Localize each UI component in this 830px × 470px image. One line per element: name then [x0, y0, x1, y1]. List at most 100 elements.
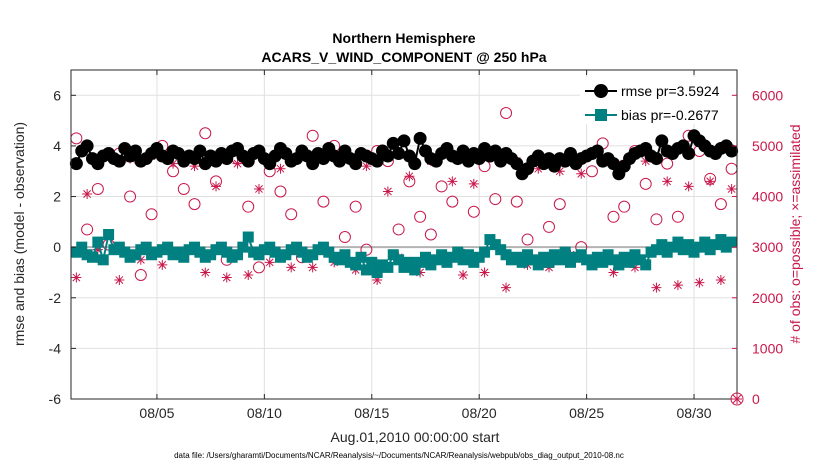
obs-assimilated-point-1 [82, 189, 93, 200]
obs-assimilated-point-38 [479, 267, 490, 278]
rmse-point-114 [682, 147, 696, 161]
obs-assimilated-point-18 [264, 257, 275, 268]
obs-assimilated-point-16 [243, 269, 254, 280]
y-left-axis-label: rmse and bias (model - observation) [11, 122, 27, 346]
y-left-tick-label-4: 2 [53, 189, 61, 205]
legend-rmse-marker [594, 84, 608, 98]
plot-area [71, 70, 737, 399]
obs-assimilated-point-27 [361, 161, 372, 172]
obs-assimilated-point-37 [468, 178, 479, 189]
bias-point-91 [559, 246, 571, 258]
obs-assimilated-point-36 [458, 269, 469, 280]
bias-point-31 [237, 241, 249, 253]
zero-count-asterisk [732, 394, 742, 404]
obs-possible-point-48 [585, 165, 598, 178]
zero-count-circle [730, 392, 744, 406]
chart-title-line2: ACARS_V_WIND_COMPONENT @ 250 hPa [261, 49, 546, 65]
bias-point-73 [462, 249, 474, 261]
obs-possible-point-53 [639, 177, 652, 190]
bias-point-96 [586, 259, 598, 271]
legend: rmse pr=3.5924 bias pr=-0.2677 [580, 77, 731, 124]
rmse-point-56 [370, 154, 384, 168]
obs-assimilated-point-59 [705, 176, 716, 187]
obs-possible-point-26 [349, 200, 362, 213]
bias-point-62 [403, 256, 415, 268]
rmse-point-58 [381, 149, 395, 163]
rmse-point-72 [456, 144, 470, 158]
rmse-point-100 [606, 157, 620, 171]
bias-point-20 [178, 251, 190, 263]
rmse-point-11 [128, 144, 142, 158]
x-tick-label-4: 08/25 [569, 405, 604, 421]
bias-point-68 [436, 249, 448, 261]
x-axis-ticks: 08/05 08/10 08/15 08/20 08/25 08/30 [139, 70, 712, 421]
obs-possible-point-56 [671, 210, 684, 223]
rmse-point-46 [316, 152, 330, 166]
rmse-point-63 [408, 157, 422, 171]
bias-series [70, 229, 738, 278]
obs-assimilated-point-56 [672, 280, 683, 291]
bias-point-109 [656, 239, 668, 251]
bias-point-117 [699, 236, 711, 248]
bias-point-54 [360, 264, 372, 276]
data-file-footer: data file: /Users/gharamti/Documents/NCA… [174, 451, 624, 460]
obs-possible-point-55 [661, 157, 674, 170]
obs-possible-point-20 [285, 208, 298, 221]
bias-point-4 [92, 236, 104, 248]
y-left-tick-label-2: -2 [49, 290, 62, 306]
rmse-point-109 [655, 134, 669, 148]
bias-point-120 [715, 234, 727, 246]
obs-possible-point-5 [124, 190, 137, 203]
bias-point-106 [640, 259, 652, 271]
bias-point-60 [393, 254, 405, 266]
obs-possible-point-35 [446, 195, 459, 208]
bias-point-56 [371, 266, 383, 278]
obs-assimilated-point-45 [554, 166, 565, 177]
obs-assimilated-point-0 [71, 272, 82, 283]
obs-possible-point-42 [521, 233, 534, 246]
obs-assimilated-point-55 [662, 176, 673, 187]
obs-possible-point-33 [424, 228, 437, 241]
obs-possible-point-6 [134, 268, 147, 281]
rmse-point-2 [80, 139, 94, 153]
bias-point-88 [543, 256, 555, 268]
bias-point-53 [355, 251, 367, 263]
rmse-point-78 [488, 144, 502, 158]
y-right-tick-label-4: 4000 [752, 189, 783, 205]
obs-possible-point-7 [145, 208, 158, 221]
obs-assimilated-point-2 [92, 244, 103, 255]
obs-assimilated-point-31 [404, 171, 415, 182]
obs-assimilated-point-4 [114, 275, 125, 286]
rmse-point-60 [392, 147, 406, 161]
legend-bias-label: bias pr=-0.2677 [621, 107, 719, 123]
rmse-point-23 [193, 144, 207, 158]
rmse-point-8 [112, 154, 126, 168]
obs-assimilated-point-13 [211, 181, 222, 192]
x-tick-label-0: 08/05 [139, 405, 174, 421]
rmse-point-108 [649, 152, 663, 166]
bias-point-58 [382, 261, 394, 273]
rmse-point-49 [333, 154, 347, 168]
rmse-point-97 [590, 144, 604, 158]
bias-point-90 [554, 254, 566, 266]
bias-point-30 [232, 249, 243, 261]
bias-point-71 [452, 246, 464, 258]
y-right-tick-label-3: 3000 [752, 239, 783, 255]
rmse-point-122 [725, 144, 739, 158]
rmse-point-82 [510, 157, 524, 171]
obs-possible-point-54 [650, 213, 663, 226]
obs-possible-point-50 [607, 210, 620, 223]
x-tick-label-1: 08/10 [247, 405, 282, 421]
rmse-point-52 [349, 157, 363, 171]
obs-possible-point-2 [91, 182, 104, 195]
rmse-point-44 [306, 157, 320, 171]
obs-assimilated-point-20 [286, 262, 297, 273]
y-right-tick-label-6: 6000 [752, 87, 783, 103]
y-right-tick-label-5: 5000 [752, 138, 783, 154]
y-right-axis-label: # of obs: o=possible; ×=assimilated [787, 124, 803, 343]
bias-point-114 [683, 239, 695, 251]
obs-assimilated-point-53 [640, 156, 651, 167]
bias-point-101 [613, 259, 625, 271]
bias-point-98 [597, 256, 609, 268]
bias-point-65 [419, 251, 431, 263]
